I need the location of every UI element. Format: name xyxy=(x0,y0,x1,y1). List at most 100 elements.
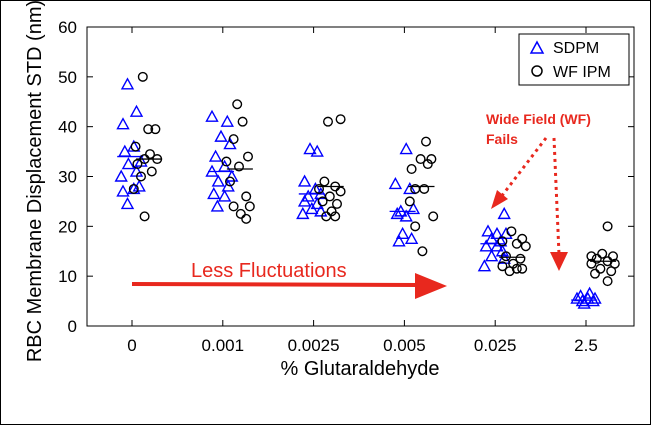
sdpm-point xyxy=(392,234,406,247)
sdpm-point xyxy=(582,286,597,299)
legend-wfipm-marker xyxy=(531,65,543,77)
sdpm-point xyxy=(490,226,504,240)
wide-field-text-line1: Wide Field (WF) xyxy=(486,111,591,127)
sdpm-point xyxy=(388,177,403,190)
y-tick-label: 50 xyxy=(58,68,77,87)
wfipm-point xyxy=(335,186,346,197)
wfipm-point xyxy=(422,159,433,170)
wide-field-arrowhead-right xyxy=(550,252,568,271)
sdpm-point xyxy=(208,149,223,162)
sdpm-point xyxy=(214,129,228,142)
wfipm-point xyxy=(228,134,239,145)
wfipm-point xyxy=(319,176,330,187)
wide-field-arrowhead-left xyxy=(491,190,508,209)
wfipm-point xyxy=(506,226,517,237)
legend-sdpm-label: SDPM xyxy=(553,40,599,57)
x-axis-ticks: 0 0.001 0.0025 0.005 0.025 2.5 xyxy=(127,27,598,355)
sdpm-point xyxy=(305,201,319,215)
wfipm-point xyxy=(241,191,252,202)
wfipm-point xyxy=(602,221,613,232)
wfipm-point xyxy=(317,196,328,207)
wfipm-point xyxy=(137,71,148,82)
wfipm-point xyxy=(221,156,232,167)
sdpm-point xyxy=(479,239,493,252)
wfipm-point xyxy=(501,251,512,262)
wfipm-point xyxy=(144,149,155,160)
sdpm-point xyxy=(211,174,225,187)
sdpm-point xyxy=(484,249,499,262)
wfipm-point xyxy=(323,116,334,127)
sdpm-point xyxy=(210,199,225,212)
less-fluctuations-arrow-shaft xyxy=(131,282,420,287)
wide-field-text-line2: Fails xyxy=(486,131,518,147)
legend-sdpm-marker xyxy=(529,40,545,54)
sdpm-point xyxy=(116,184,130,197)
sdpm-point xyxy=(490,239,504,252)
sdpm-point xyxy=(390,206,404,220)
x-tick-label: 2.5 xyxy=(574,336,598,355)
sdpm-point xyxy=(403,182,417,195)
wfipm-point xyxy=(335,114,346,125)
wfipm-point xyxy=(224,176,235,187)
wfipm-point xyxy=(143,124,154,135)
wfipm-point xyxy=(244,201,255,212)
wfipm-point xyxy=(515,253,526,264)
wfipm-point xyxy=(330,211,341,222)
wfipm-point xyxy=(242,151,253,162)
wfipm-point xyxy=(608,251,619,262)
sdpm-point xyxy=(395,226,410,240)
sdpm-point xyxy=(310,144,324,157)
wfipm-point xyxy=(233,161,244,172)
wfipm-point xyxy=(324,191,335,202)
y-tick-label: 60 xyxy=(58,18,77,37)
wfipm-point xyxy=(128,183,139,194)
sdpm-point xyxy=(120,77,135,90)
sdpm-point xyxy=(310,196,324,210)
wfipm-point xyxy=(602,276,613,287)
wfipm-point xyxy=(511,238,522,249)
wfipm-point xyxy=(232,99,243,110)
wfipm-point xyxy=(130,141,141,152)
wfipm-point xyxy=(517,263,528,274)
wfipm-point xyxy=(237,116,248,127)
y-tick-label: 20 xyxy=(58,217,77,236)
x-tick-label: 0.0025 xyxy=(288,336,340,355)
wfipm-point xyxy=(591,253,602,264)
wfipm-point xyxy=(228,201,239,212)
sdpm-point xyxy=(121,157,136,170)
sdpm-point xyxy=(314,204,328,217)
x-tick-label: 0.005 xyxy=(383,336,426,355)
x-axis-label: % Glutaraldehyde xyxy=(281,358,440,380)
y-tick-label: 0 xyxy=(68,317,77,336)
wfipm-point xyxy=(428,211,439,222)
sdpm-point xyxy=(301,189,315,202)
wfipm-point xyxy=(586,251,597,262)
sdpm-point xyxy=(577,296,591,309)
wfipm-point xyxy=(150,124,161,135)
legend: SDPM WF IPM xyxy=(518,33,630,86)
wide-field-arrow-left xyxy=(499,137,548,198)
x-tick-label: 0.025 xyxy=(474,336,517,355)
sdpm-point xyxy=(303,142,317,155)
y-tick-label: 10 xyxy=(58,267,77,286)
sdpm-point xyxy=(406,201,421,215)
sdpm-point xyxy=(114,169,128,182)
wfipm-point xyxy=(235,208,246,219)
y-axis-ticks: 0 10 20 30 40 50 60 xyxy=(58,18,634,336)
wfipm-point xyxy=(332,198,343,209)
wfipm-point xyxy=(241,213,252,224)
wfipm-point xyxy=(590,268,601,279)
y-tick-label: 40 xyxy=(58,118,77,137)
sdpm-point xyxy=(225,169,239,182)
sdpm-point xyxy=(399,209,413,222)
sdpm-point xyxy=(497,206,511,220)
sdpm-point xyxy=(297,174,312,187)
sdpm-point xyxy=(297,194,312,207)
sdpm-point xyxy=(477,259,492,272)
x-tick-label: 0.001 xyxy=(202,336,245,355)
less-fluctuations-text: Less Fluctuations xyxy=(191,260,347,282)
sdpm-point xyxy=(205,109,219,122)
wfipm-point xyxy=(314,183,325,194)
sdpm-point xyxy=(220,114,234,127)
